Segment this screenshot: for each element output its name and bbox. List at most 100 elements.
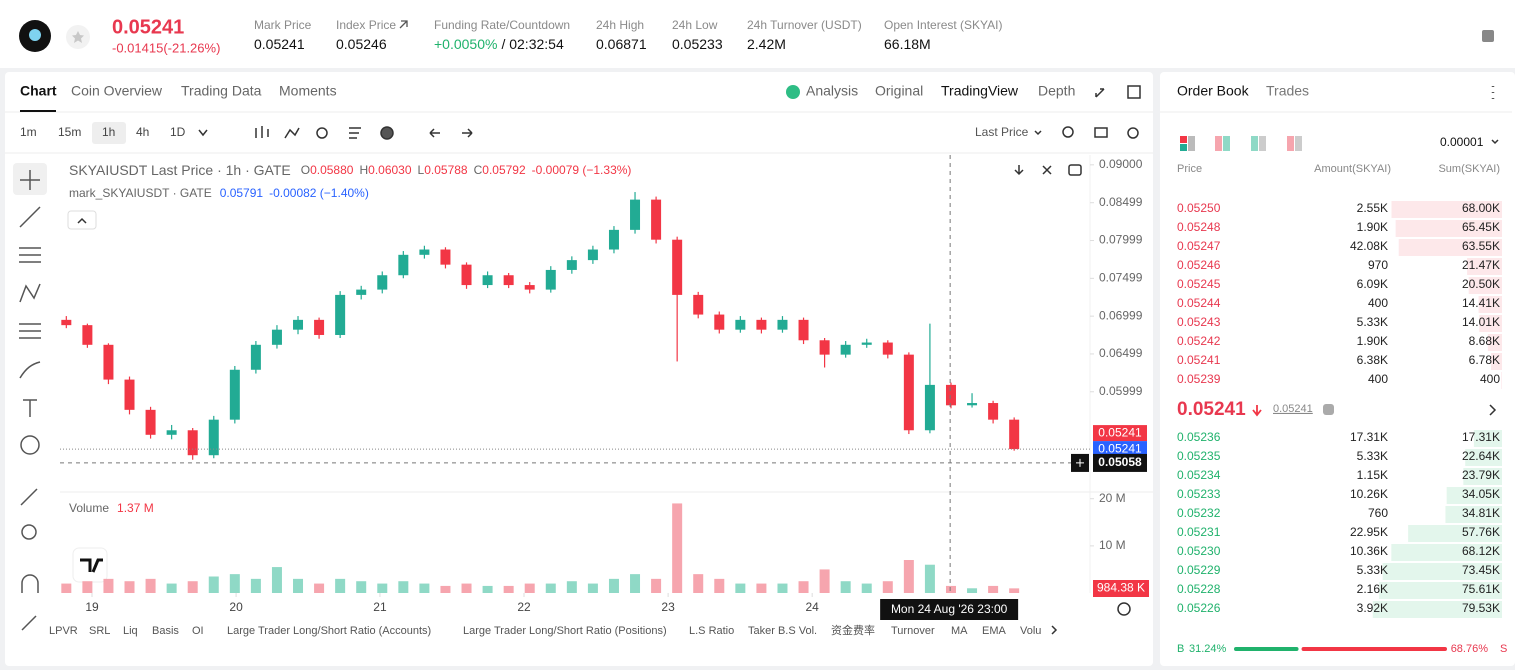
ob-price[interactable]: 0.05231: [1177, 525, 1221, 539]
tool-zoom[interactable]: [21, 524, 37, 540]
indicators-icon[interactable]: [284, 127, 300, 139]
undo-icon[interactable]: [429, 128, 440, 138]
indicator[interactable]: LPVR: [49, 625, 78, 637]
chart-ctrl[interactable]: [1042, 165, 1052, 175]
precision-dropdown[interactable]: [1491, 139, 1499, 145]
ob-price[interactable]: 0.05228: [1177, 582, 1221, 596]
indicator[interactable]: Liq: [123, 625, 138, 637]
source-dropdown[interactable]: [1034, 130, 1042, 136]
interval[interactable]: 1D: [170, 125, 186, 139]
tool-brush[interactable]: [19, 361, 41, 379]
interval[interactable]: 1m: [20, 125, 37, 139]
ob-tab[interactable]: Trades: [1266, 83, 1309, 99]
ob-view-icon[interactable]: [1259, 136, 1266, 151]
ob-price[interactable]: 0.05241: [1177, 353, 1221, 367]
view-tab[interactable]: Depth: [1038, 83, 1075, 99]
tool-text[interactable]: [23, 399, 37, 417]
legend-toggle[interactable]: [67, 210, 97, 230]
tool-crosshair[interactable]: [20, 170, 40, 190]
ob-price[interactable]: 0.05235: [1177, 449, 1221, 463]
tool-pattern[interactable]: [19, 283, 41, 303]
interval[interactable]: 15m: [58, 125, 81, 139]
ob-price[interactable]: 0.05246: [1177, 258, 1221, 272]
ob-price[interactable]: 0.05229: [1177, 563, 1221, 577]
indicator[interactable]: Taker B.S Vol.: [748, 625, 817, 637]
legend-collapse[interactable]: [77, 217, 87, 224]
chart-ctrl[interactable]: [1068, 164, 1082, 176]
search-icon[interactable]: [1062, 126, 1074, 138]
chart-tab[interactable]: Trading Data: [181, 83, 262, 99]
indicator-next[interactable]: [1051, 625, 1058, 635]
ob-price[interactable]: 0.05233: [1177, 487, 1221, 501]
ob-price[interactable]: 0.05245: [1177, 277, 1221, 291]
ob-view-icon[interactable]: [1223, 136, 1230, 151]
ob-view-icon[interactable]: [1188, 136, 1195, 151]
ob-view-icon[interactable]: [1180, 144, 1187, 151]
indicator[interactable]: SRL: [89, 625, 110, 637]
redo-icon[interactable]: [462, 128, 473, 138]
view-tab[interactable]: TradingView: [941, 83, 1019, 99]
indicator[interactable]: Turnover: [891, 625, 935, 637]
ob-price[interactable]: 0.05226: [1177, 601, 1221, 615]
candle-type[interactable]: [255, 126, 269, 138]
chart-tab[interactable]: Moments: [279, 83, 337, 99]
indicator[interactable]: Large Trader Long/Short Ratio (Positions…: [463, 625, 667, 637]
ob-view-icon[interactable]: [1287, 136, 1294, 151]
chart-tab[interactable]: Chart: [20, 83, 57, 99]
ob-view-icon[interactable]: [1295, 136, 1302, 151]
window-icon[interactable]: [1127, 85, 1141, 99]
ob-tab[interactable]: Order Book: [1177, 83, 1250, 99]
tool-fib[interactable]: [19, 323, 41, 339]
indicator[interactable]: OI: [192, 625, 204, 637]
templates-icon[interactable]: [349, 127, 361, 139]
indicator[interactable]: MA: [951, 625, 968, 637]
ob-price[interactable]: 0.05247: [1177, 239, 1221, 253]
interval[interactable]: 1h: [102, 125, 115, 139]
indicator[interactable]: Large Trader Long/Short Ratio (Accounts): [227, 625, 431, 637]
tool-magnet[interactable]: [21, 574, 39, 593]
indicator[interactable]: EMA: [982, 625, 1007, 637]
axis-settings[interactable]: [1117, 602, 1131, 616]
ob-view-icon[interactable]: [1251, 136, 1258, 151]
settings-icon[interactable]: [1127, 127, 1139, 139]
volume-bar: [250, 578, 261, 593]
indicator[interactable]: L.S Ratio: [689, 625, 734, 637]
chart-tab[interactable]: Coin Overview: [71, 83, 163, 99]
ob-price[interactable]: 0.05248: [1177, 220, 1221, 234]
alert-icon[interactable]: [380, 126, 394, 140]
tool-emoji[interactable]: [20, 435, 40, 455]
ob-sum: 65.45K: [1462, 220, 1500, 234]
ob-price[interactable]: 0.05250: [1177, 201, 1221, 215]
tool-ruler[interactable]: [20, 488, 38, 506]
index-link[interactable]: [399, 20, 408, 29]
sell-key: S: [1500, 643, 1507, 655]
indicator[interactable]: Basis: [152, 625, 179, 637]
ob-next[interactable]: [1489, 404, 1497, 416]
chart-ctrl[interactable]: [1014, 165, 1024, 176]
tool-line[interactable]: [19, 206, 41, 228]
ob-precision[interactable]: 0.00001: [1440, 135, 1484, 149]
ob-view-icon[interactable]: [1215, 136, 1222, 151]
ob-price[interactable]: 0.05232: [1177, 506, 1221, 520]
price-source[interactable]: Last Price: [975, 125, 1029, 139]
ob-price[interactable]: 0.05243: [1177, 315, 1221, 329]
ob-price[interactable]: 0.05239: [1177, 372, 1221, 386]
view-tab[interactable]: Analysis: [806, 83, 858, 99]
tool-channel[interactable]: [19, 247, 41, 263]
ob-price[interactable]: 0.05242: [1177, 334, 1221, 348]
fullscreen-icon[interactable]: [1095, 88, 1105, 98]
compare-icon[interactable]: [316, 127, 328, 139]
ob-price[interactable]: 0.05236: [1177, 430, 1221, 444]
indicator[interactable]: 资金费率: [831, 623, 875, 637]
indicator[interactable]: Volu: [1020, 625, 1041, 637]
ob-view-icon[interactable]: [1180, 136, 1187, 143]
view-tab[interactable]: Original: [875, 83, 923, 99]
ob-price[interactable]: 0.05230: [1177, 544, 1221, 558]
interval-dropdown[interactable]: [198, 129, 208, 137]
snapshot-icon[interactable]: [1094, 127, 1108, 138]
tool-edit[interactable]: [21, 615, 37, 631]
header-icon[interactable]: [1482, 30, 1494, 42]
ob-price[interactable]: 0.05234: [1177, 468, 1221, 482]
ob-price[interactable]: 0.05244: [1177, 296, 1221, 310]
interval[interactable]: 4h: [136, 125, 149, 139]
